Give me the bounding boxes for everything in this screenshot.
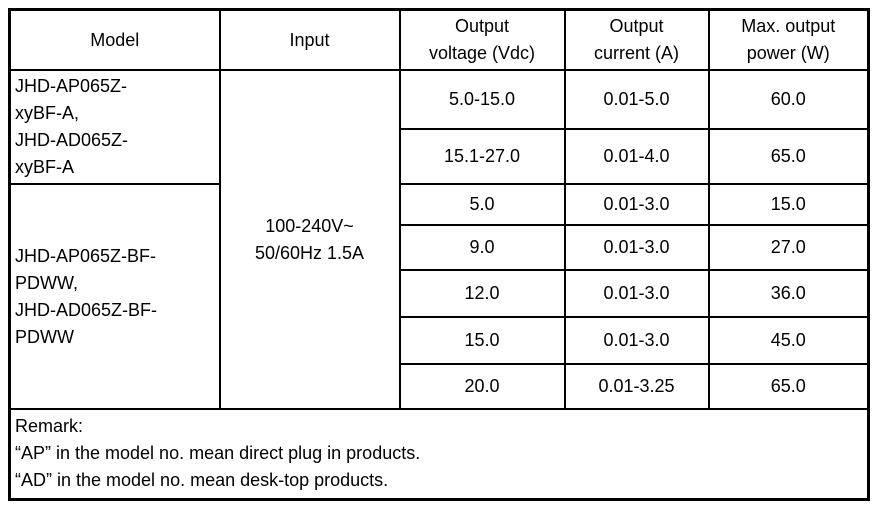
power-cell: 36.0	[707, 269, 870, 318]
power-cell: 15.0	[707, 183, 870, 226]
header-input: Input	[218, 8, 401, 71]
input-value-cell: 100-240V~ 50/60Hz 1.5A	[218, 69, 401, 410]
table-row: 15.0 0.01-3.0 45.0	[10, 316, 870, 365]
table-row: JHD-AP065Z- xyBF-A, JHD-AD065Z- xyBF-A 1…	[8, 69, 870, 410]
remark-title: Remark:	[15, 416, 84, 437]
remark-line-ad: “AD” in the model no. mean desk-top prod…	[15, 470, 389, 491]
header-row: Model Input Output voltage (Vdc) Output …	[8, 8, 870, 71]
table-row: 12.0 0.01-3.0 36.0	[10, 269, 870, 318]
voltage-cell: 5.0	[398, 183, 566, 226]
header-model: Model	[8, 8, 221, 71]
remark-line-ap: “AP” in the model no. mean direct plug i…	[15, 443, 421, 464]
table-row: 15.1-27.0 0.01-4.0 65.0	[10, 128, 870, 185]
power-cell: 27.0	[707, 224, 870, 271]
header-output-voltage: Output voltage (Vdc)	[398, 8, 566, 71]
remark-row: Remark: “AP” in the model no. mean direc…	[8, 408, 870, 500]
current-cell: 0.01-3.0	[563, 224, 710, 271]
voltage-cell: 12.0	[398, 269, 566, 318]
current-cell: 0.01-4.0	[563, 128, 710, 185]
current-cell: 0.01-3.0	[563, 183, 710, 226]
power-cell: 45.0	[707, 316, 870, 365]
table-row: 9.0 0.01-3.0 27.0	[10, 224, 870, 271]
current-cell: 0.01-3.25	[563, 363, 710, 410]
current-cell: 0.01-3.0	[563, 269, 710, 318]
current-cell: 0.01-5.0	[563, 69, 710, 130]
model-group-pdww: JHD-AP065Z-BF- PDWW, JHD-AD065Z-BF- PDWW	[8, 183, 221, 410]
current-cell: 0.01-3.0	[563, 316, 710, 365]
model-group-xybf: JHD-AP065Z- xyBF-A, JHD-AD065Z- xyBF-A	[8, 69, 221, 185]
voltage-cell: 15.1-27.0	[398, 128, 566, 185]
voltage-cell: 20.0	[398, 363, 566, 410]
header-max-output-power: Max. output power (W)	[707, 8, 870, 71]
power-cell: 65.0	[707, 128, 870, 185]
voltage-cell: 15.0	[398, 316, 566, 365]
voltage-cell: 9.0	[398, 224, 566, 271]
remark-cell: Remark: “AP” in the model no. mean direc…	[8, 408, 870, 500]
table-row: JHD-AP065Z-BF- PDWW, JHD-AD065Z-BF- PDWW…	[8, 183, 870, 410]
power-cell: 60.0	[707, 69, 870, 130]
header-output-current: Output current (A)	[563, 8, 710, 71]
voltage-cell: 5.0-15.0	[398, 69, 566, 130]
table-row: 20.0 0.01-3.25 65.0	[10, 363, 870, 410]
power-cell: 65.0	[707, 363, 870, 410]
power-spec-table: Model Input Output voltage (Vdc) Output …	[8, 8, 870, 501]
